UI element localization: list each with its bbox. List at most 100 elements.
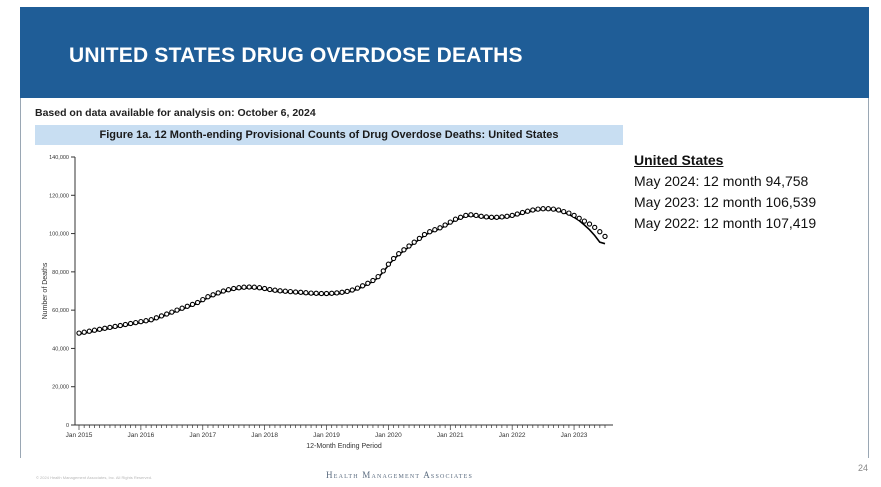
series-line-reported: [78, 208, 606, 335]
series-point-predicted: [385, 261, 392, 267]
series-point-predicted: [169, 309, 175, 315]
x-tick-label: Jan 2015: [66, 432, 93, 439]
slide-border-left: [20, 98, 21, 458]
series-point-predicted: [287, 288, 294, 295]
series-point-predicted: [411, 239, 417, 245]
series-point-predicted: [365, 280, 371, 286]
series-point-predicted: [421, 231, 428, 238]
x-tick-label: Jan 2019: [313, 432, 340, 439]
y-tick-label: 0: [66, 423, 69, 429]
series-point-predicted: [349, 287, 355, 293]
x-tick-label: Jan 2016: [128, 432, 155, 439]
series-point-predicted: [261, 285, 268, 292]
series-point-predicted: [308, 290, 314, 296]
series-point-predicted: [184, 303, 190, 309]
y-tick-label: 40,000: [52, 346, 69, 352]
series-point-predicted: [251, 284, 257, 290]
series-point-predicted: [592, 224, 598, 231]
series-point-predicted: [581, 218, 588, 224]
series-point-predicted: [298, 289, 304, 295]
y-tick-label: 140,000: [49, 155, 69, 161]
series-point-predicted: [457, 214, 464, 220]
series-point-predicted: [215, 290, 221, 296]
figure: Figure 1a. 12 Month-ending Provisional C…: [35, 125, 623, 455]
y-tick-label: 60,000: [52, 308, 69, 314]
x-tick-label: Jan 2017: [189, 432, 216, 439]
series-point-predicted: [112, 323, 118, 330]
x-tick-label: Jan 2021: [437, 432, 464, 439]
y-ticks: 0 20,000 40,000 60,000 80,000 100,000 120,000 1…: [49, 155, 75, 429]
series-point-predicted: [416, 235, 423, 242]
series-point-predicted: [303, 290, 309, 296]
series-point-predicted: [427, 229, 433, 235]
slide-border-right: [868, 98, 869, 458]
series-point-predicted: [509, 212, 515, 219]
series-point-predicted: [483, 214, 490, 220]
series-point-predicted: [396, 251, 402, 257]
plot-area: [76, 206, 608, 336]
series-point-predicted: [318, 290, 325, 297]
series-point-predicted: [277, 288, 283, 294]
y-axis-label: Number of Deaths: [42, 262, 49, 319]
copyright-note: © 2024 Health Management Associates, Inc…: [36, 475, 153, 480]
series-point-predicted: [334, 290, 340, 296]
series-point-predicted: [339, 289, 345, 295]
series-point-predicted: [329, 290, 335, 296]
x-axis-label: 12-Month Ending Period: [306, 443, 382, 450]
series-point-predicted: [313, 290, 319, 296]
series-point-predicted: [576, 215, 582, 221]
series-point-predicted: [344, 288, 350, 295]
summary-line-2024: May 2024: 12 month 94,758: [634, 173, 809, 189]
series-point-predicted: [220, 288, 227, 294]
series-point-predicted: [138, 318, 144, 325]
series-point-predicted: [437, 225, 443, 231]
slide-header: UNITED STATES DRUG OVERDOSE DEATHS: [20, 7, 869, 98]
series-point-predicted: [323, 290, 330, 297]
summary-line-2022: May 2022: 12 month 107,419: [634, 215, 817, 231]
series-point-predicted: [499, 214, 505, 220]
series-point-predicted: [401, 247, 407, 253]
series-point-predicted: [267, 286, 273, 293]
series-point-predicted: [561, 208, 567, 215]
y-tick-label: 20,000: [52, 385, 69, 391]
series-point-predicted: [246, 284, 252, 290]
series-point-predicted: [586, 221, 593, 227]
series-point-predicted: [380, 268, 386, 274]
series-point-predicted: [494, 214, 500, 220]
series-point-predicted: [179, 305, 185, 311]
y-tick-label: 80,000: [52, 270, 69, 276]
series-point-predicted: [524, 208, 531, 214]
series-point-predicted: [463, 212, 469, 219]
x-tick-label: Jan 2018: [251, 432, 278, 439]
series-point-predicted: [514, 211, 520, 217]
page-number: 24: [858, 463, 869, 473]
y-tick-label: 100,000: [49, 232, 69, 238]
series-point-predicted: [194, 299, 201, 306]
series-point-predicted: [519, 209, 526, 216]
series-point-predicted: [282, 288, 288, 294]
series-point-predicted: [566, 210, 572, 216]
series-point-predicted: [148, 317, 154, 323]
series-point-predicted: [540, 206, 546, 212]
series-point-predicted: [256, 285, 263, 291]
series-point-predicted: [504, 213, 510, 219]
series-point-predicted: [602, 233, 608, 240]
series-point-predicted: [174, 307, 180, 313]
series-point-predicted: [153, 315, 160, 321]
series-point-predicted: [107, 324, 113, 331]
x-ticks: Jan 2015 Jan 2016 Jan 2017 Jan 2018 Jan 2019…: [66, 425, 606, 439]
series-point-predicted: [127, 320, 134, 327]
overdose-line-chart: 0 20,000 40,000 60,000 80,000 100,000 120,000 1…: [42, 155, 613, 450]
x-tick-label: Jan 2020: [375, 432, 402, 439]
summary-heading: United States: [634, 152, 724, 168]
series-point-predicted: [236, 285, 242, 291]
series-point-predicted: [143, 318, 149, 324]
y-tick-label: 120,000: [49, 193, 69, 199]
series-point-predicted: [205, 294, 211, 300]
series-point-predicted: [442, 222, 448, 228]
hma-logo-text: Health Management Associates: [326, 470, 474, 480]
series-point-predicted: [370, 277, 376, 284]
series-point-predicted: [292, 289, 299, 295]
series-point-predicted: [81, 329, 87, 335]
